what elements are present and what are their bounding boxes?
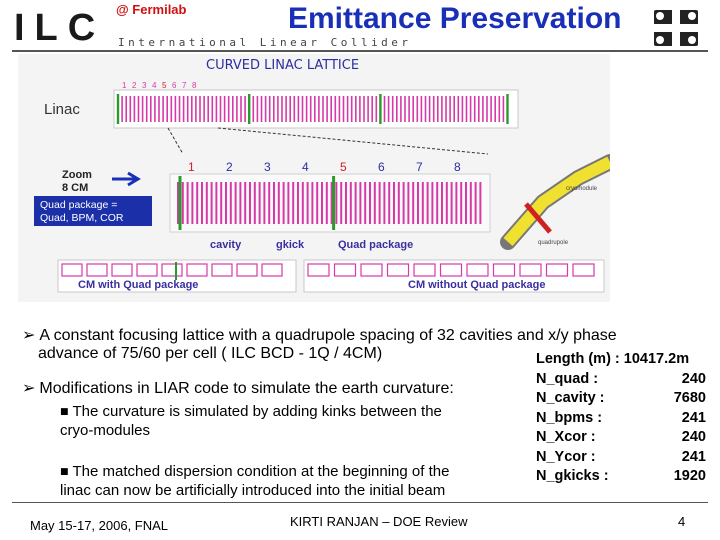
cm-cavity-block	[466, 263, 489, 277]
arrow-bullet-icon: ➢	[22, 325, 36, 344]
cm-cavity-block	[236, 263, 258, 277]
cm-with-label: CM with Quad package	[78, 279, 198, 291]
slide-title: Emittance Preservation	[288, 2, 622, 35]
ilc-logo-letters: ILC	[14, 7, 106, 49]
stat-row: N_quad :240	[536, 370, 706, 387]
arrow-bullet-icon: ➢	[22, 378, 36, 397]
small-cell-number: 6	[172, 81, 177, 90]
gkick-label: gkick	[276, 239, 305, 251]
cm-cavity-block	[261, 263, 283, 277]
ilc-logo-subtitle: International Linear Collider	[118, 36, 412, 49]
cm-cavity-block	[61, 263, 83, 277]
cm-cavity-block	[333, 263, 357, 277]
quad-box-line-1: Quad package =	[40, 199, 117, 211]
cm-cavity-block	[86, 263, 108, 277]
sub-bullet-2-line-2: linac can now be artificially introduced…	[60, 482, 446, 499]
small-cell-number: 4	[152, 81, 157, 90]
cm-cavity-block	[211, 263, 233, 277]
cell-number: 8	[454, 160, 461, 174]
cell-number: 4	[302, 160, 309, 174]
small-cell-number: 1	[122, 81, 127, 90]
cm-cavity-block	[413, 263, 436, 277]
small-cell-number: 8	[192, 81, 197, 90]
zoom-line-right	[217, 127, 489, 155]
cell-numbers: 1 2 3 4 5 6 7 8	[188, 160, 461, 174]
fermilab-label: @ Fermilab	[116, 2, 187, 17]
curved-cryomodule-illustration	[500, 154, 618, 250]
small-cell-number: 5	[162, 81, 167, 90]
stat-row: N_Xcor :240	[536, 429, 706, 445]
page-number: 4	[678, 514, 686, 529]
sub-bullet-1-line-1: ■ The curvature is simulated by adding ki…	[60, 403, 442, 420]
zoomed-cavity-ticks	[177, 176, 482, 230]
cm-cavity-block	[161, 263, 183, 277]
cm-cavity-block	[545, 263, 569, 277]
cm-cavity-block	[307, 263, 330, 277]
cell-number: 5	[340, 160, 347, 174]
quad-package-label: Quad package	[338, 239, 413, 251]
cm-cavity-block	[136, 263, 158, 277]
header-divider	[12, 50, 708, 52]
cryomodule-label: cryomodule	[566, 186, 598, 192]
sub-bullet-1-line-2: cryo-modules	[60, 422, 151, 439]
linac-label: Linac	[44, 101, 80, 118]
cm-cavity-block	[492, 263, 516, 277]
small-cell-number: 2	[132, 81, 137, 90]
zoom-arrow-icon	[112, 171, 141, 187]
zoom-label: Zoom	[62, 169, 92, 181]
cm-cavity-block	[572, 263, 595, 277]
cm-without-label: CM without Quad package	[408, 279, 546, 291]
quad-package-box	[34, 196, 152, 226]
stat-row: N_bpms :241	[536, 409, 706, 426]
zoom-line-left	[167, 127, 184, 155]
cell-number: 3	[264, 160, 271, 174]
quadrupole-label: quadrupole	[538, 240, 569, 246]
sub-bullet-2-line-1: ■ The matched dispersion condition at the…	[60, 463, 450, 480]
cell-number: 6	[378, 160, 385, 174]
square-bullet-icon: ■	[60, 407, 69, 417]
cm-cavity-block	[360, 263, 383, 277]
cm-cavity-blocks	[61, 262, 595, 280]
stat-row: N_gkicks :1920	[536, 468, 706, 484]
cm-cavity-block	[386, 263, 410, 277]
cell-number: 2	[226, 160, 233, 174]
figure-title: CURVED LINAC LATTICE	[206, 58, 360, 73]
cavity-label: cavity	[210, 239, 242, 251]
fermilab-logo-icon	[654, 10, 698, 46]
footer-divider	[12, 502, 708, 503]
small-cell-number: 7	[182, 81, 187, 90]
linac-cavity-ticks	[116, 94, 509, 124]
zoom-scale-label: 8 CM	[62, 182, 88, 194]
stat-row: N_Ycor :241	[536, 448, 706, 465]
cm-cavity-block	[519, 263, 542, 277]
square-bullet-icon: ■	[60, 467, 69, 477]
cm-cavity-block	[186, 263, 208, 277]
cell-number: 1	[188, 160, 195, 174]
ilc-logo: ILC International Linear Collider	[14, 7, 408, 49]
footer-date: May 15-17, 2006, FNAL	[30, 518, 169, 533]
quad-box-line-2: Quad, BPM, COR	[40, 212, 124, 224]
lattice-stats: Length (m) : 10417.2m N_quad :240 N_cavi…	[536, 350, 716, 487]
bullet-1-line-1: ➢ A constant focusing lattice with a quad…	[22, 325, 617, 344]
cell-number: 7	[416, 160, 423, 174]
small-cell-number: 3	[142, 81, 147, 90]
footer-author: KIRTI RANJAN – DOE Review	[290, 514, 468, 529]
stat-length: Length (m) : 10417.2m	[536, 351, 690, 367]
bullet-1-line-2: advance of 75/60 per cell ( ILC BCD - 1Q…	[38, 345, 383, 362]
bullet-2: ➢ Modifications in LIAR code to simulate …	[22, 378, 454, 397]
stat-row: N_cavity :7680	[536, 390, 706, 406]
cm-cavity-block	[111, 263, 133, 277]
cm-cavity-block	[439, 263, 463, 277]
